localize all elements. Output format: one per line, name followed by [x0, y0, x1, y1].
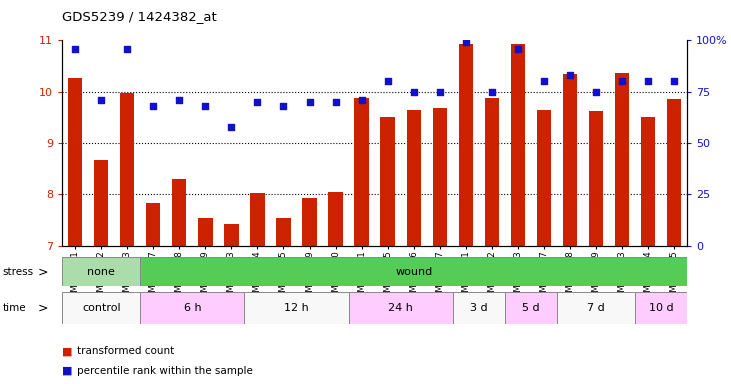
Bar [120, 93, 135, 246]
Bar [62, 292, 140, 324]
Point [303, 99, 315, 105]
Text: control: control [82, 303, 121, 313]
Point [251, 99, 263, 105]
Text: ■: ■ [62, 366, 72, 376]
Point [200, 103, 211, 109]
Bar [505, 292, 557, 324]
Point [95, 97, 107, 103]
Point [226, 124, 238, 130]
Text: none: none [87, 266, 115, 277]
Point [643, 78, 654, 84]
Bar [563, 74, 577, 246]
Point [564, 72, 576, 78]
Bar [635, 292, 687, 324]
Bar [250, 194, 265, 246]
Bar [406, 110, 421, 246]
Text: stress: stress [2, 266, 34, 277]
Point [512, 45, 523, 51]
Bar [557, 292, 635, 324]
Text: 5 d: 5 d [522, 303, 539, 313]
Text: ■: ■ [62, 346, 72, 356]
Bar [140, 292, 244, 324]
Text: GDS5239 / 1424382_at: GDS5239 / 1424382_at [62, 10, 217, 23]
Bar [94, 160, 108, 246]
Bar [433, 108, 447, 246]
Bar [349, 292, 452, 324]
Bar [537, 110, 551, 246]
Bar [244, 292, 349, 324]
Text: 6 h: 6 h [183, 303, 201, 313]
Point [434, 89, 446, 95]
Text: 24 h: 24 h [388, 303, 413, 313]
Point [69, 45, 81, 51]
Bar [485, 98, 499, 246]
Point [460, 39, 471, 45]
Bar [615, 73, 629, 246]
Text: transformed count: transformed count [77, 346, 174, 356]
Point [486, 89, 498, 95]
Bar [146, 203, 160, 246]
Point [668, 78, 680, 84]
Bar [328, 192, 343, 246]
Bar [173, 179, 186, 246]
Bar [458, 44, 473, 246]
Bar [641, 118, 655, 246]
Point [590, 89, 602, 95]
Bar [452, 292, 505, 324]
Bar [224, 223, 238, 246]
Point [330, 99, 341, 105]
Point [538, 78, 550, 84]
Bar [355, 98, 368, 246]
Point [121, 45, 133, 51]
Text: >: > [38, 265, 48, 278]
Point [278, 103, 289, 109]
Point [173, 97, 185, 103]
Text: 7 d: 7 d [587, 303, 605, 313]
Text: 10 d: 10 d [649, 303, 673, 313]
Point [356, 97, 368, 103]
Point [408, 89, 420, 95]
Bar [381, 118, 395, 246]
Text: percentile rank within the sample: percentile rank within the sample [77, 366, 253, 376]
Text: >: > [38, 302, 48, 314]
Text: 3 d: 3 d [470, 303, 488, 313]
Bar [511, 44, 525, 246]
Bar [140, 257, 687, 286]
Point [148, 103, 159, 109]
Point [616, 78, 628, 84]
Point [382, 78, 393, 84]
Bar [667, 99, 681, 246]
Text: wound: wound [395, 266, 432, 277]
Bar [589, 111, 603, 246]
Bar [303, 198, 317, 246]
Bar [62, 257, 140, 286]
Text: time: time [2, 303, 26, 313]
Text: 12 h: 12 h [284, 303, 309, 313]
Bar [198, 217, 213, 246]
Bar [276, 217, 291, 246]
Bar [68, 78, 83, 246]
